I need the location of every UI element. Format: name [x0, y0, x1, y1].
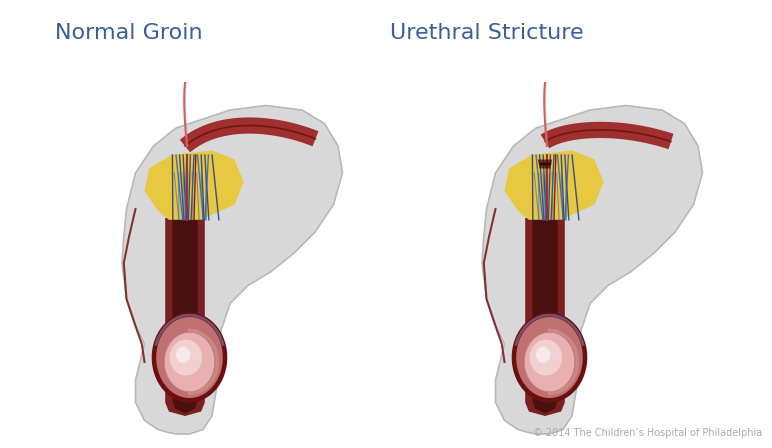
Polygon shape — [144, 151, 243, 220]
Text: Normal Groin: Normal Groin — [55, 23, 202, 43]
Polygon shape — [180, 117, 319, 152]
Polygon shape — [176, 347, 191, 363]
Polygon shape — [164, 332, 215, 392]
Polygon shape — [156, 317, 223, 398]
Polygon shape — [524, 332, 574, 392]
Polygon shape — [152, 313, 227, 402]
Polygon shape — [482, 105, 703, 434]
Polygon shape — [530, 340, 562, 375]
Polygon shape — [525, 218, 565, 416]
Polygon shape — [533, 220, 557, 414]
Polygon shape — [504, 151, 604, 220]
Polygon shape — [536, 347, 550, 363]
Polygon shape — [170, 340, 202, 375]
Polygon shape — [172, 220, 198, 414]
Text: © 2014 The Children’s Hospital of Philadelphia: © 2014 The Children’s Hospital of Philad… — [533, 428, 762, 438]
Polygon shape — [165, 218, 205, 416]
Polygon shape — [516, 317, 583, 398]
Polygon shape — [540, 122, 673, 149]
Polygon shape — [122, 105, 343, 434]
Polygon shape — [538, 159, 552, 168]
Polygon shape — [512, 313, 587, 402]
Text: Urethral Stricture: Urethral Stricture — [390, 23, 584, 43]
